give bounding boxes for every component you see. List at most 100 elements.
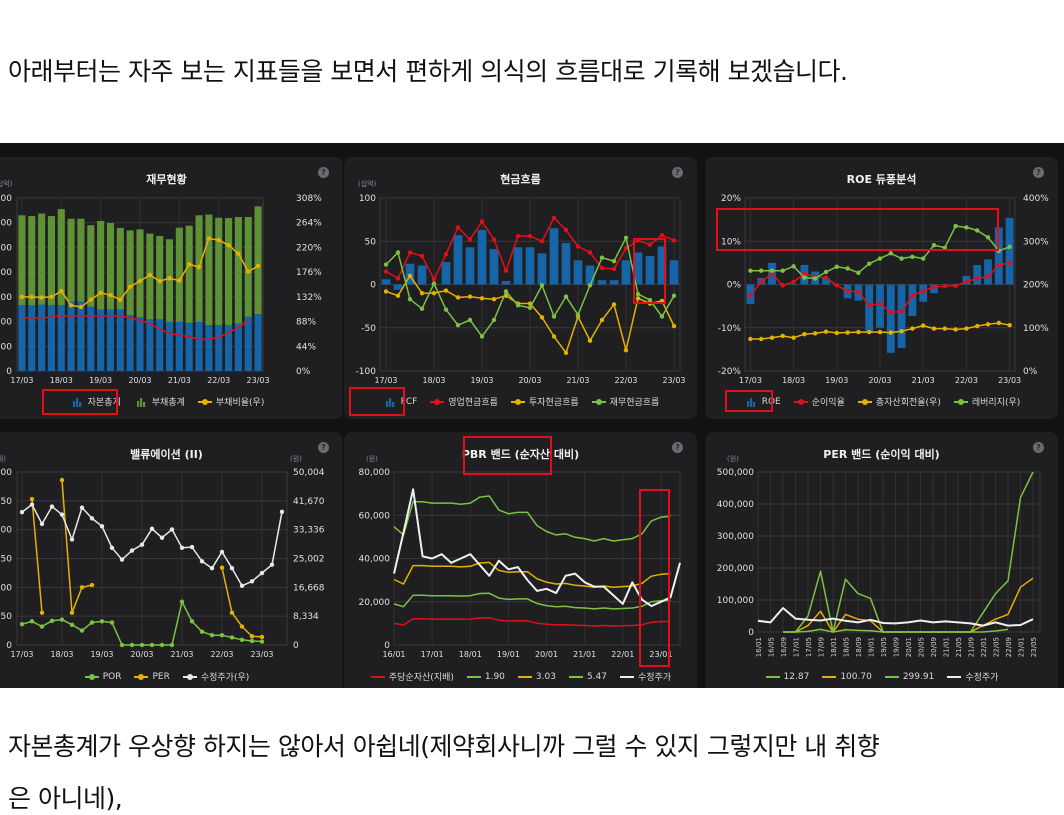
point-수정주가(우)-23/09 [279,509,285,515]
legend-item[interactable]: 수정주가 [946,670,998,683]
legend-item[interactable]: 부채총계 [133,395,185,408]
point-영업현금흐름-22/12 [659,232,665,238]
point-영업현금흐름-17/06 [395,276,401,281]
legend-item[interactable]: PER [133,672,170,682]
point-부채비율(우)-17/12 [49,294,54,300]
legend-label: 자본총계 [87,398,121,408]
legend-item[interactable]: 100.70 [821,672,872,682]
legend-item[interactable]: 재무현금흐름 [591,395,659,408]
bar-부채총계-19/12 [126,230,134,316]
point-수정주가(우)-18/09 [79,505,85,510]
y-tick-label-left: 00 [1,268,13,278]
y-tick-label-left: 80,000 [359,468,391,478]
legend-item[interactable]: FCF [382,396,418,407]
point-재무현금흐름-22/03 [623,235,629,240]
point-레버리지(우)-21/03 [921,256,926,261]
legend-item[interactable]: 299.91 [884,672,934,682]
point-총자산회전율(우)-20/03 [877,329,883,335]
help-icon[interactable]: ? [318,442,329,453]
legend-item[interactable]: 3.03 [517,672,556,682]
bar-자본총계-20/03 [136,317,144,371]
unit-label-left: (배) [0,455,6,463]
chart-legend: 12.87 100.70 299.91 수정주가 [705,670,1058,683]
point-영업현금흐름-22/03 [623,245,629,251]
point-레버리지(우)-17/12 [780,268,785,273]
legend-item[interactable]: 영업현금흐름 [429,395,498,408]
point-POR-21/03 [179,599,185,604]
line-1.90 [393,592,671,610]
point-재무현금흐름-22/09 [647,297,653,303]
bar-FCF-19/06 [489,249,499,285]
bar-FCF-21/03 [573,260,583,285]
point-레버리지(우)-19/06 [845,266,850,271]
legend-item[interactable]: 부채비율(우) [197,395,264,408]
x-tick-label: 20/03 [868,376,891,385]
chart-dashboard-image: 재무현황?(십억)0000000000000000%44%88%132%176%… [0,143,1064,688]
point-레버리지(우)-22/03 [964,225,969,230]
legend-item[interactable]: 자본총계 [69,395,121,408]
legend-label: 레버리지(우) [971,398,1021,408]
x-tick-label: 18/09 [855,637,863,657]
legend-item[interactable]: 5.47 [568,672,607,682]
bar-부채총계-17/12 [47,216,55,306]
help-icon[interactable]: ? [1033,442,1044,453]
legend-item[interactable]: ROE [743,397,781,407]
x-tick-label: 23/05 [1030,637,1038,657]
bar-chart-icon [72,397,81,407]
y-tick-label-left: 00 [1,342,13,352]
help-icon[interactable]: ? [672,442,683,453]
point-총자산회전율(우)-21/06 [931,326,937,331]
bar-chart-icon [746,397,755,407]
line-series-3 [21,315,249,341]
legend-item[interactable]: 1.90 [466,672,505,682]
x-tick-label: 22/09 [1005,637,1013,657]
y-tick-label-left: 0 [384,641,390,651]
point-총자산회전율(우)-18/06 [802,332,807,337]
x-tick-label: 19/03 [825,376,848,385]
point-레버리지(우)-20/12 [910,254,915,260]
legend-item[interactable]: 12.87 [765,672,809,682]
legend-item[interactable]: 주당순자산(지배) [370,670,454,683]
point-부채비율(우)-17/03 [19,294,25,300]
legend-item[interactable]: 순이익율 [793,395,845,408]
point-부채비율(우)-18/06 [68,303,74,308]
help-icon[interactable]: ? [1033,167,1044,178]
unit-label-left: (십억) [0,180,13,188]
help-icon[interactable]: ? [672,167,683,178]
point-영업현금흐름-17/09 [407,250,413,255]
point-총자산회전율(우)-19/03 [834,330,839,336]
legend-item[interactable]: POR [84,672,121,682]
legend-label: 순이익율 [811,398,845,408]
legend-item[interactable]: 수정주가(우) [182,670,249,683]
y-tick-label-right: 88% [296,318,316,328]
point-PER-22/03 [219,565,225,570]
help-icon[interactable]: ? [318,167,329,178]
chart-legend: FCF 영업현금흐름 투자현금흐름 재무현금흐름 [344,395,697,408]
point-PER-22/06 [229,610,235,615]
line-주당순자산(지배) [393,617,671,627]
point-레버리지(우)-18/03 [791,264,796,269]
point-순이익율-21/12 [953,283,958,288]
point-PER-18/12 [89,582,95,588]
point-순이익율-18/06 [802,271,807,276]
point-POR-18/09 [79,628,85,633]
y-tick-label-left: 00 [1,219,13,229]
y-tick-label-left: 20,000 [359,598,391,608]
bar-FCF-22/03 [621,260,631,285]
legend-item[interactable]: 수정주가 [619,670,671,683]
legend-item[interactable]: 레버리지(우) [953,395,1020,408]
x-tick-label: 21/01 [573,650,596,659]
point-레버리지(우)-17/03 [748,268,753,273]
legend-item[interactable]: 총자산회전율(우) [857,395,941,408]
point-총자산회전율(우)-22/09 [985,322,991,327]
point-PER-18/03 [59,477,65,483]
x-tick-label: 20/01 [535,650,558,659]
point-수정주가(우)-21/03 [179,545,185,550]
line-icon [591,398,606,405]
unit-label-left: (원) [366,455,378,463]
line-icon [84,673,99,680]
legend-label: FCF [400,396,418,407]
point-부채비율(우)-21/12 [206,236,212,241]
legend-item[interactable]: 투자현금흐름 [510,395,579,408]
point-POR-18/03 [59,617,65,622]
